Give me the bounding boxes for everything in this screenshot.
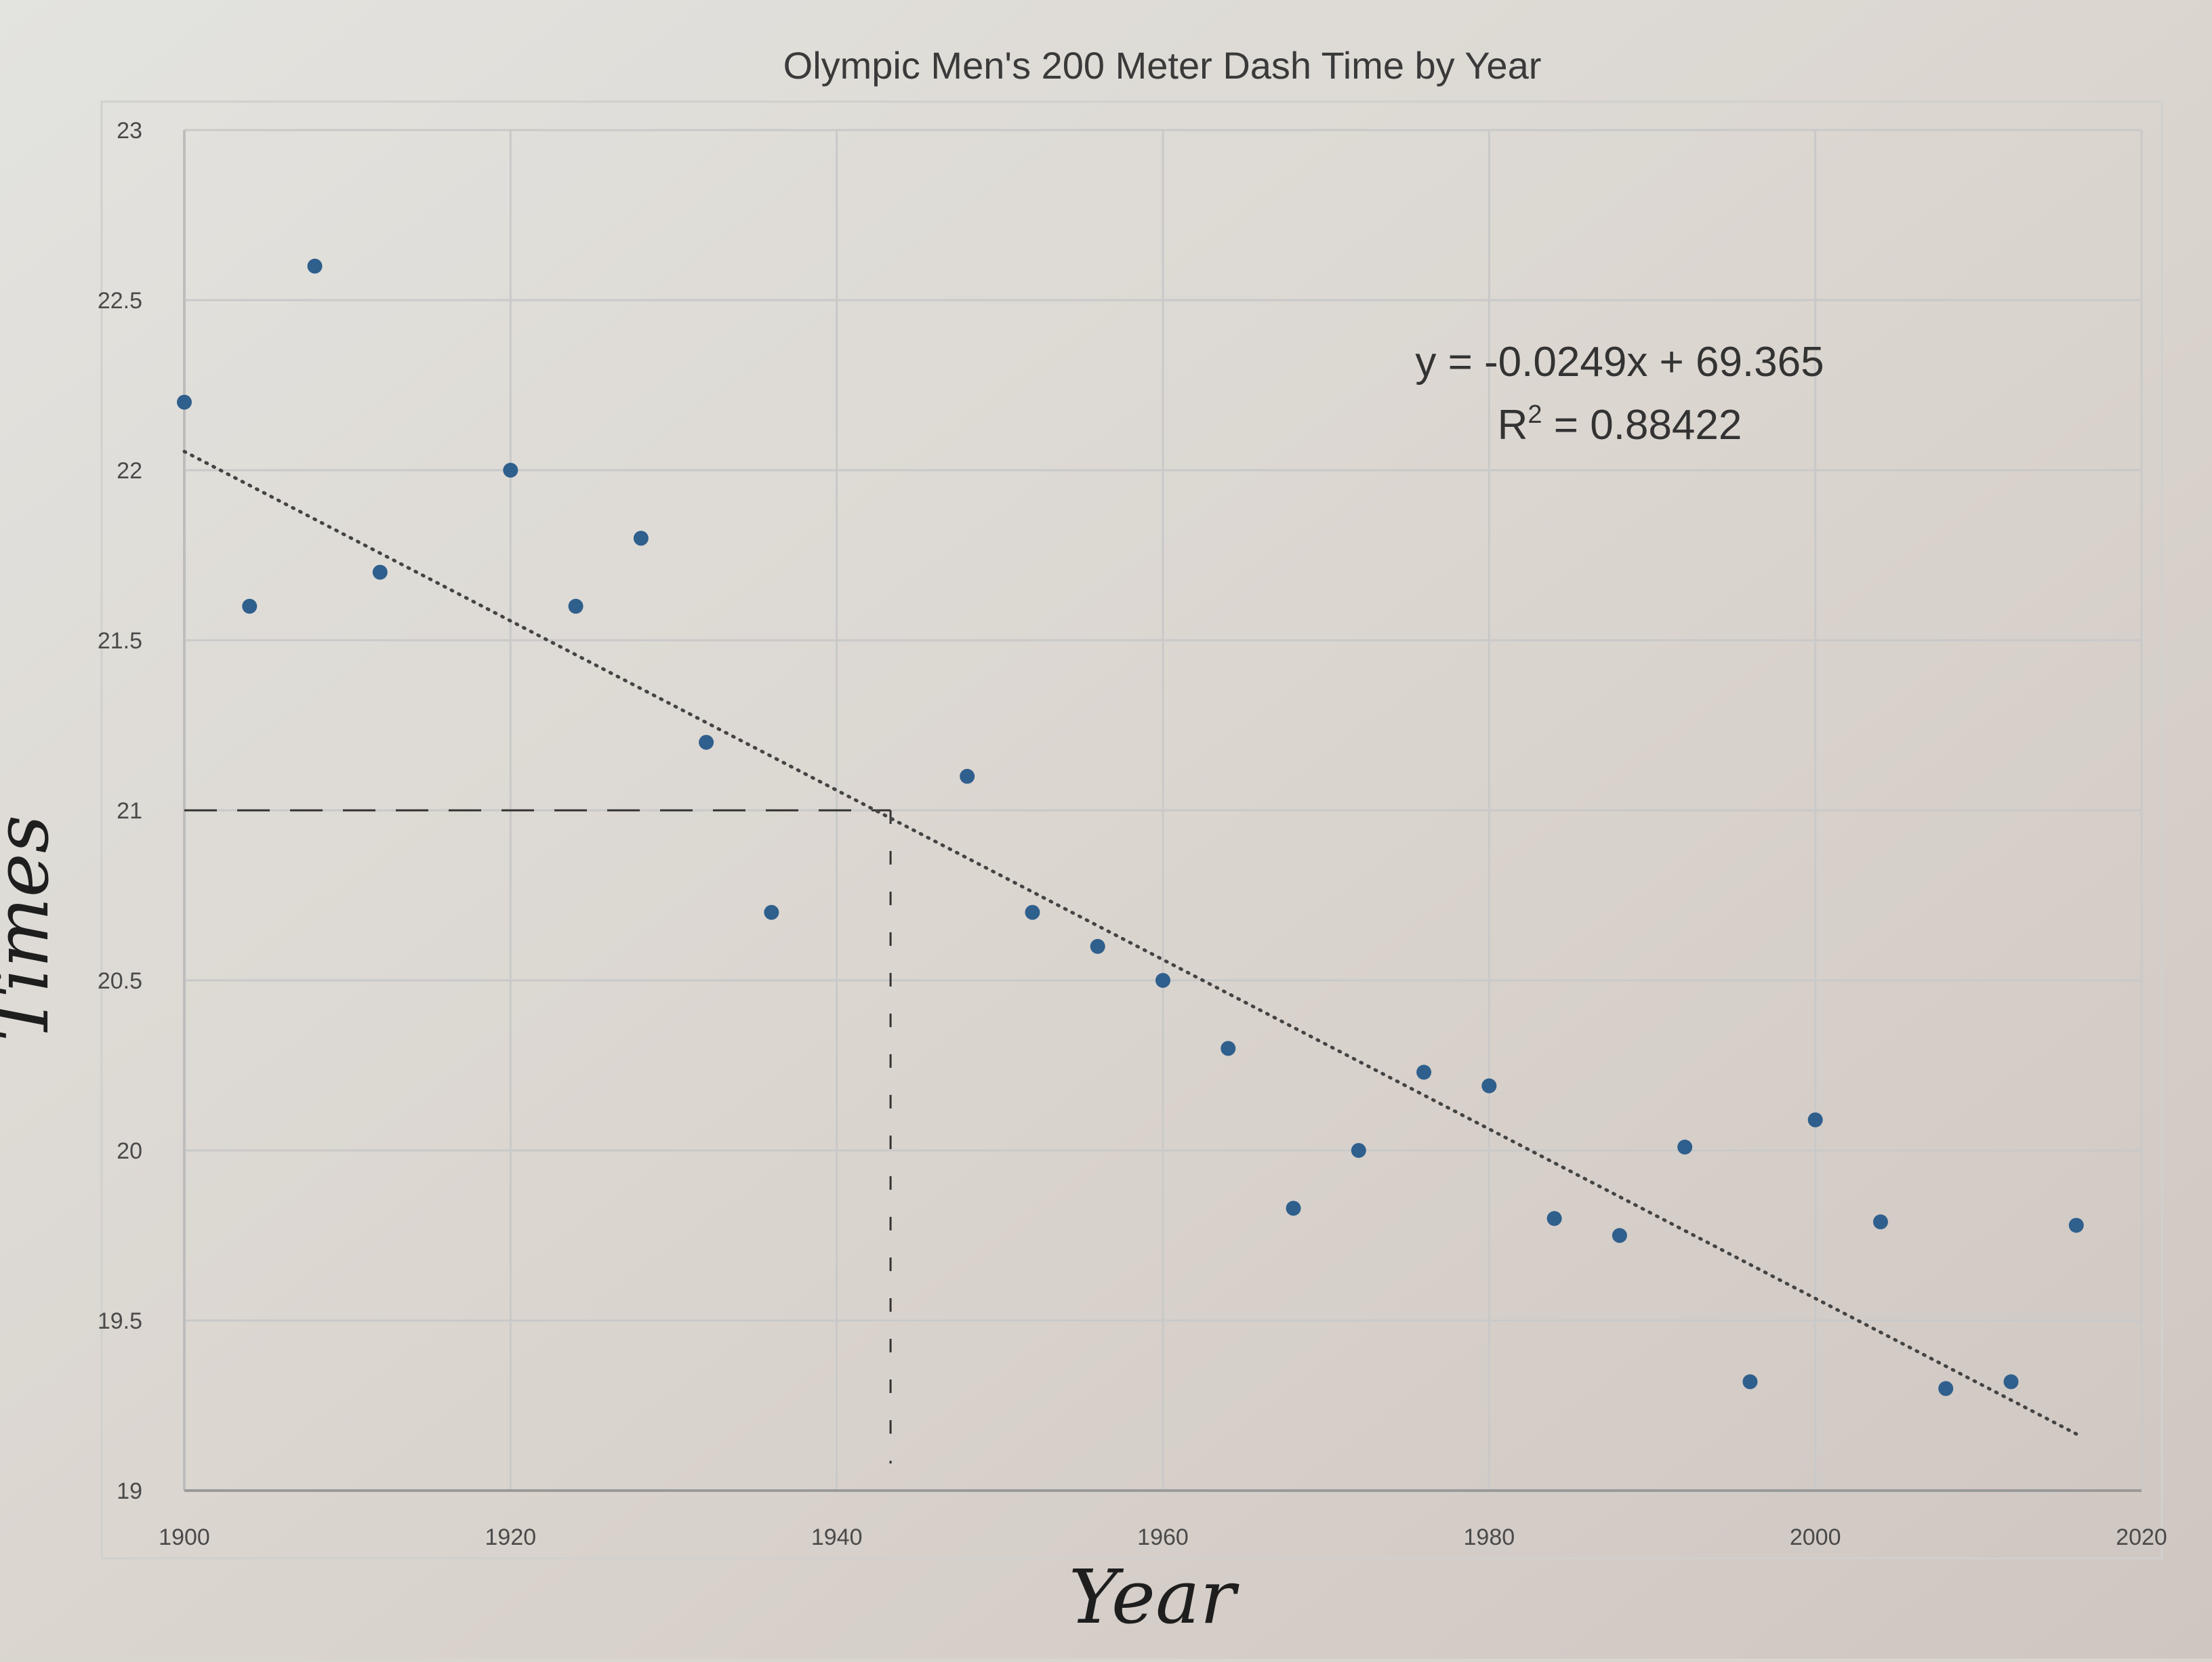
trendline-equation: y = -0.0249x + 69.365: [1415, 339, 1824, 386]
data-point: [242, 598, 258, 614]
r-squared-letter: R: [1498, 402, 1528, 449]
data-point: [699, 734, 714, 750]
y-tick-label: 21.5: [98, 628, 142, 654]
data-point: [1155, 973, 1170, 988]
data-point: [1481, 1078, 1497, 1094]
trendline-group: [182, 449, 2078, 1436]
data-point: [1286, 1201, 1301, 1216]
y-tick-label: 20: [117, 1138, 142, 1164]
r-squared-value: = 0.88422: [1542, 402, 1742, 449]
data-point: [1938, 1381, 1954, 1396]
tick-labels: 19 19.5 20 20.5 21 21.5 22 22.5 23 1900 1920 1940 19…: [98, 118, 2167, 1550]
data-point: [1025, 905, 1040, 920]
x-tick-label: 1960: [1137, 1524, 1189, 1550]
y-tick-label: 20.5: [98, 968, 142, 994]
y-axis-title: Times: [0, 815, 65, 1041]
data-point: [503, 463, 518, 478]
x-axis-title: Year: [1069, 1554, 1240, 1640]
data-point: [177, 394, 192, 410]
r-squared-superscript: 2: [1528, 400, 1542, 429]
data-point: [1547, 1211, 1562, 1226]
data-point: [633, 531, 649, 546]
y-tick-label: 22.5: [98, 288, 142, 314]
data-point: [1742, 1374, 1758, 1390]
y-tick-label: 19.5: [98, 1308, 142, 1334]
data-point: [1872, 1214, 1888, 1230]
trendline: [182, 449, 2078, 1436]
data-point: [764, 905, 779, 920]
data-point: [372, 564, 388, 580]
data-points: [177, 258, 2084, 1396]
chart-title: Olympic Men's 200 Meter Dash Time by Yea…: [783, 44, 1542, 87]
data-point: [960, 768, 975, 784]
x-tick-label: 2000: [1790, 1524, 1841, 1550]
r-squared-label: R2 = 0.88422: [1498, 400, 1742, 449]
data-point: [1807, 1112, 1823, 1127]
data-point: [1090, 938, 1105, 954]
plot-frame: [100, 100, 2163, 1560]
x-tick-label: 1900: [159, 1524, 210, 1550]
data-point: [1677, 1139, 1693, 1155]
x-tick-label: 1940: [811, 1524, 863, 1550]
data-point: [1351, 1143, 1366, 1158]
data-point: [1221, 1041, 1236, 1056]
y-tick-label: 22: [117, 458, 142, 484]
data-point: [2003, 1374, 2019, 1390]
data-point: [1416, 1064, 1432, 1080]
data-point: [2068, 1218, 2084, 1233]
x-tick-label: 1920: [485, 1524, 537, 1550]
y-tick-label: 19: [117, 1478, 142, 1504]
x-tick-label: 2020: [2116, 1524, 2167, 1550]
data-point: [1612, 1228, 1627, 1243]
x-tick-label: 1980: [1464, 1524, 1515, 1550]
guide-lines: [184, 809, 892, 1463]
data-point: [568, 598, 583, 614]
data-point: [307, 258, 323, 274]
y-tick-label: 21: [117, 798, 142, 824]
y-tick-label: 23: [117, 118, 142, 144]
